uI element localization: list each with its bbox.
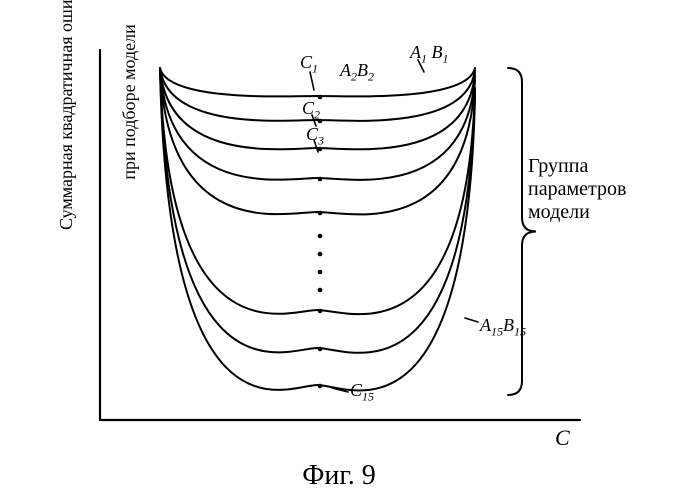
y-axis-label-line1: Суммарная квадратичная ошибка — [56, 0, 77, 230]
curve-label-c2: C2 — [302, 98, 320, 123]
y-axis-label: Суммарная квадратичная ошибка при подбор… — [14, 0, 161, 230]
curve-label-c15: C15 — [350, 380, 374, 405]
side-group-label-line: Группа — [528, 155, 626, 178]
x-axis-label: C — [555, 425, 570, 451]
curve-label-c3: C3 — [306, 124, 324, 149]
figure-caption: Фиг. 9 — [0, 460, 678, 492]
curve-label-a2b2: A2B2 — [340, 60, 374, 85]
y-axis-label-line2: при подборе модели — [119, 0, 140, 230]
curve-label-c1: C1 — [300, 52, 318, 77]
curve-label-a15: A15B15 — [480, 315, 526, 340]
side-group-label: Группапараметровмодели — [528, 155, 626, 224]
side-group-label-line: модели — [528, 201, 626, 224]
side-group-label-line: параметров — [528, 178, 626, 201]
curve-label-a1b1: A1 B1 — [410, 42, 449, 67]
